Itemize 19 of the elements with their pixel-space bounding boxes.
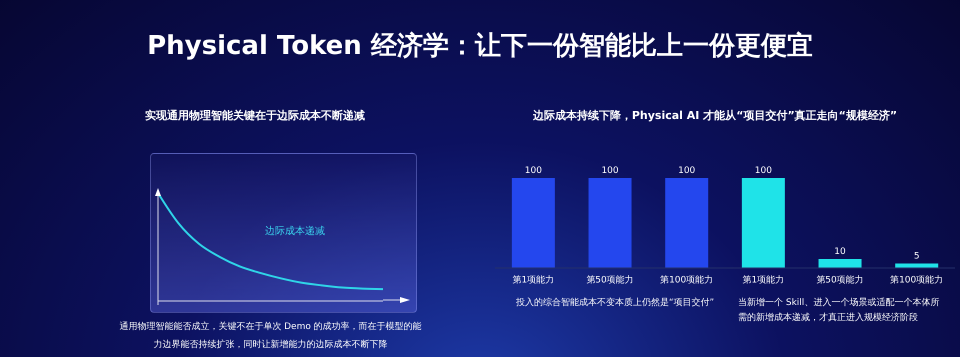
data-label: 10 (834, 247, 846, 257)
x-tick-label: 第100项能力 (660, 274, 714, 286)
chart-subtitle: 实现通用物理智能关键在于边际成本不断递减 (144, 108, 366, 123)
x-tick-label: 第1项能力 (742, 274, 784, 286)
chart-title: 边际成本持续下降，Physical AI 才能从“项目交付”真正走向“规模经济” (532, 108, 898, 123)
x-tick-label: 第50项能力 (816, 274, 864, 286)
text: 通用物理智能能否成立，关键不在于单次 Demo 的成功率，而在于模型的能力边界能否持续扩张，同时让新增能力的边际成本不断下降 (118, 320, 423, 352)
x-tick-label: 第100项能力 (890, 274, 944, 286)
data-label: 100 (524, 166, 542, 176)
x-tick-label: 第1项能力 (512, 274, 554, 286)
text: 投入的综合智能成本不变本质上仍然是“项目交付” (514, 296, 716, 309)
text: Physical Token 经济学：让下一份智能比上一份更便宜 (146, 30, 814, 63)
text: 当新增一个 Skill、进入一个场景或适配一个本体所需的新增成本递减，才真正进入规模经济阶段 (738, 296, 940, 325)
data-label: 100 (678, 166, 696, 176)
annotation: 边际成本递减 (264, 224, 326, 238)
data-label: 100 (601, 166, 619, 176)
data-label: 5 (914, 252, 920, 262)
data-label: 100 (754, 166, 772, 176)
x-tick-label: 第50项能力 (586, 274, 634, 286)
